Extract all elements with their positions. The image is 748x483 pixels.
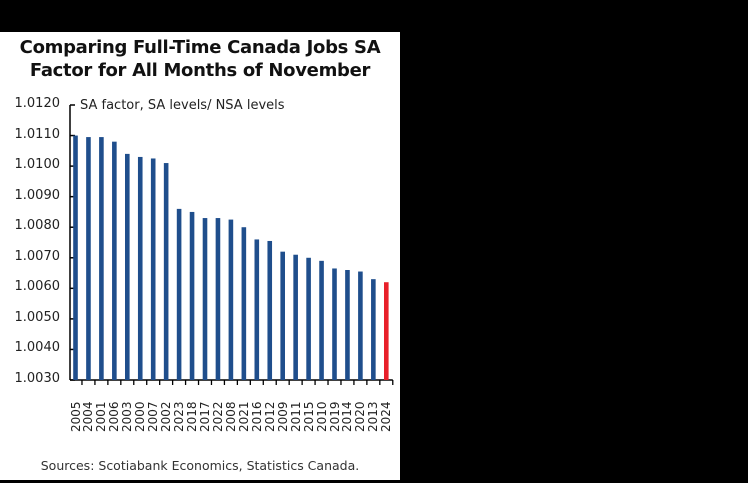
x-tick-label: 2017	[198, 401, 212, 432]
bar-2002	[163, 163, 169, 380]
source-note: Sources: Scotiabank Economics, Statistic…	[40, 458, 360, 473]
y-tick-label: 1.0030	[14, 371, 61, 386]
y-tick-label: 1.0050	[14, 309, 61, 325]
x-tick-label: 2009	[275, 401, 290, 432]
bar-2004	[86, 137, 91, 380]
y-tick-label: 1.0080	[14, 218, 61, 234]
x-tick-label: 2016	[249, 401, 264, 432]
y-tick-label: 1.0060	[14, 279, 61, 295]
bar-2000	[137, 156, 143, 380]
bar-2008	[228, 219, 234, 380]
x-tick-label: 2023	[172, 401, 187, 432]
y-tick-label: 1.0040	[14, 340, 61, 356]
bar-2001	[99, 137, 104, 380]
x-tick-label: 2010	[314, 401, 329, 432]
bar-2011	[293, 254, 298, 380]
bar-2021	[241, 227, 247, 380]
bar-2018	[189, 211, 195, 380]
x-tick-label: 2012	[262, 401, 277, 432]
y-tick-label: 1.0120	[14, 96, 61, 111]
x-tick-label: 2011	[288, 401, 303, 432]
x-tick-label: 2021	[236, 401, 251, 432]
x-tick-label: 2018	[185, 401, 200, 432]
x-tick-label: 2015	[301, 401, 316, 432]
bar-2014	[345, 270, 350, 380]
bar-2022	[215, 218, 221, 380]
bar-2016	[254, 239, 260, 380]
x-tick-label: 2022	[210, 401, 225, 432]
bar-2023	[176, 208, 182, 380]
bar-2003	[125, 153, 130, 380]
bar-2005	[73, 135, 78, 380]
bar-2019	[332, 268, 337, 380]
y-tick-label: 1.0070	[14, 248, 61, 264]
bar-2007	[150, 158, 156, 380]
chart-panel: Comparing Full-Time Canada Jobs SA Facto…	[0, 32, 400, 480]
title-line-2: Factor for All Months of November	[29, 60, 371, 81]
y-tick-label: 1.0110	[14, 126, 61, 142]
x-tick-label: 2024	[379, 401, 394, 432]
bar-2013	[371, 279, 376, 380]
bar-2012	[267, 240, 273, 380]
bar-2015	[306, 257, 311, 380]
bar-2017	[202, 218, 208, 380]
y-tick-label: 1.0090	[14, 187, 61, 203]
title-line-1: Comparing Full-Time Canada Jobs SA	[19, 37, 381, 58]
y-tick-label: 1.0100	[14, 157, 61, 173]
y-axis-label: SA factor, SA levels/ NSA levels	[80, 98, 285, 113]
bar-2020	[358, 271, 363, 380]
bar-plot	[69, 104, 394, 385]
chart-title: Comparing Full-Time Canada Jobs SA Facto…	[0, 36, 400, 82]
bar-2009	[280, 251, 285, 380]
bar-2006	[112, 141, 117, 380]
x-tick-label: 2008	[223, 401, 238, 432]
bar-2024	[384, 282, 389, 380]
bar-2010	[319, 260, 324, 380]
